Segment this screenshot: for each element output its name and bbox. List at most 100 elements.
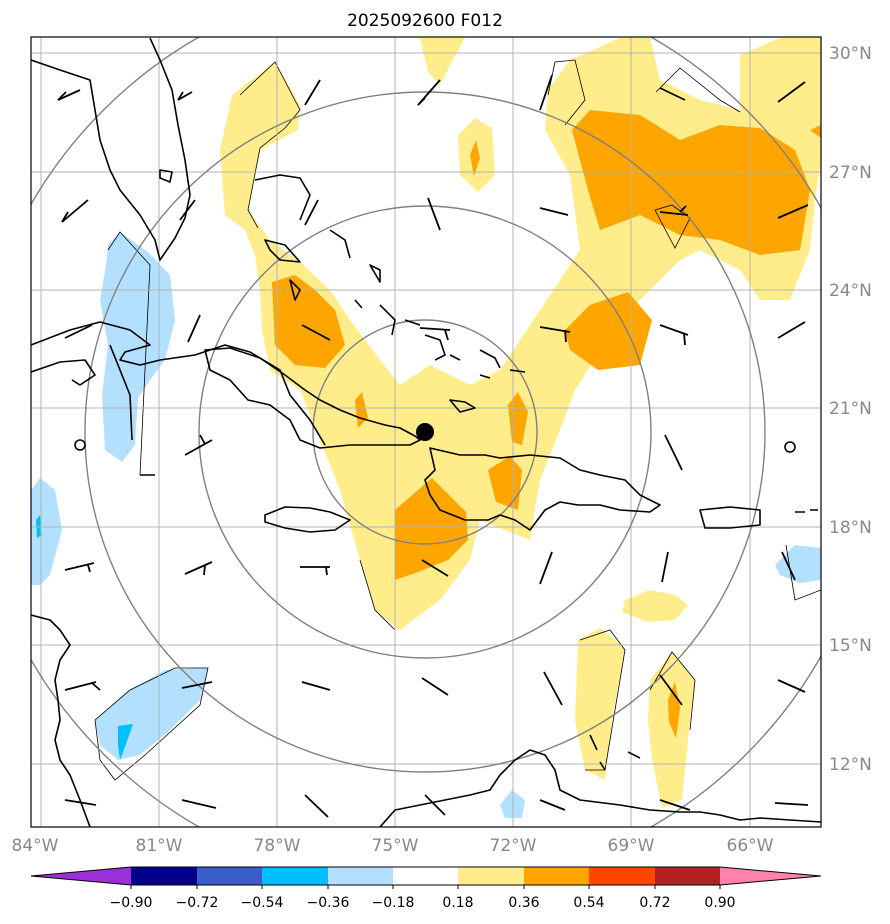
lon-label: 84°W: [12, 836, 59, 856]
range-rings: [31, 37, 821, 827]
wind-barb: [539, 551, 553, 585]
colorbar-segment: [393, 867, 458, 885]
wind-barb: [304, 794, 329, 818]
wind-barb: [304, 79, 321, 106]
colorbar-tick-label: 0.72: [639, 895, 670, 911]
contour-lines: [94, 59, 821, 781]
colorbar-tick-label: 0.36: [508, 895, 539, 911]
map-frame: [30, 36, 822, 828]
lat-labels: 30°N 27°N 24°N 21°N 18°N 15°N 12°N: [829, 44, 872, 775]
wind-barb: [301, 324, 331, 341]
lon-label: 78°W: [254, 836, 301, 856]
colorbar-segment: [589, 867, 655, 885]
wind-barbs: [57, 74, 809, 818]
lat-label: 24°N: [829, 281, 872, 301]
wind-barb: [777, 204, 809, 219]
wind-barb: [424, 794, 446, 816]
wind-barb: [57, 89, 81, 101]
wind-barb: [777, 679, 806, 693]
colorbar-extend-high: [720, 867, 821, 885]
colorbar-tick-label: 0.90: [704, 895, 735, 911]
map-panel: [30, 36, 822, 828]
colorbar-segment: [328, 867, 393, 885]
coast-central-america: [31, 614, 91, 827]
coastlines: [31, 37, 821, 827]
wind-barb: [664, 434, 683, 471]
wind-barb: [427, 197, 441, 231]
colorbar-segment: [524, 867, 589, 885]
wind-barb: [659, 87, 686, 101]
wind-barb: [659, 324, 689, 346]
lat-label: 15°N: [829, 636, 872, 656]
coast-florida: [31, 37, 191, 261]
colorbar-tick-label: −0.90: [110, 895, 153, 911]
lat-label: 21°N: [829, 399, 872, 419]
colorbar-ticks: [130, 885, 721, 889]
coast-south-america: [379, 749, 821, 827]
wind-barb: [539, 207, 569, 216]
colorbar-tick-label: −0.18: [372, 895, 415, 911]
wind-barb: [659, 205, 689, 216]
wind-barb: [184, 434, 213, 456]
wind-barb: [184, 561, 213, 576]
wind-barb: [781, 551, 796, 581]
coast-hispaniola: [424, 447, 661, 531]
lon-labels: 84°W 81°W 78°W 75°W 72°W 69°W 66°W: [12, 836, 774, 856]
wind-barb: [301, 681, 331, 691]
wind-barb: [421, 559, 449, 577]
coast-yucatan: [31, 344, 133, 441]
wind-barb: [61, 199, 89, 223]
wind-barb: [64, 562, 95, 573]
colorbar-tick-label: 0.54: [573, 895, 604, 911]
wind-barb: [181, 799, 217, 809]
colorbar-tick-label: 0.18: [442, 895, 473, 911]
lon-label: 66°W: [727, 836, 774, 856]
lon-label: 69°W: [608, 836, 655, 856]
wind-barb: [659, 674, 683, 706]
coast-gulf-mexico: [31, 321, 326, 446]
wind-barb: [300, 566, 330, 576]
lat-label: 18°N: [829, 518, 872, 538]
wind-barb: [187, 314, 201, 343]
wind-barb: [417, 79, 441, 106]
lat-label: 12°N: [829, 755, 872, 775]
colorbar-segment: [262, 867, 328, 885]
wind-barb: [421, 677, 449, 696]
colorbar-segment: [131, 867, 197, 885]
colorbar-extend-low: [31, 867, 131, 885]
wind-barb: [177, 91, 193, 101]
colorbar: −0.90 −0.72 −0.54 −0.36 −0.18 0.18 0.36 …: [30, 866, 822, 911]
wind-barb: [304, 199, 319, 226]
lat-label: 30°N: [829, 44, 872, 64]
colorbar-tick-label: −0.54: [241, 895, 284, 911]
lon-label: 75°W: [372, 836, 419, 856]
coast-small-islands: [74, 169, 818, 771]
wind-barb: [419, 327, 451, 341]
lon-label: 81°W: [136, 836, 183, 856]
wind-barb: [181, 681, 213, 689]
wind-barb: [659, 799, 691, 811]
wind-barb: [774, 802, 809, 806]
wind-barb: [539, 74, 553, 111]
wind-barb: [539, 326, 571, 343]
lon-label: 72°W: [490, 836, 537, 856]
map-title: 2025092600 F012: [347, 11, 503, 31]
coast-bahamas: [254, 174, 526, 413]
colorbar-segment: [655, 867, 720, 885]
colorbar-tick-label: −0.72: [176, 895, 219, 911]
wind-barb: [64, 799, 97, 806]
wind-barb: [661, 551, 669, 583]
wind-barb: [179, 199, 196, 221]
colorbar-segment: [458, 867, 524, 885]
coast-puerto-rico: [699, 506, 761, 529]
wind-barb: [64, 681, 101, 691]
colorbar-segment: [197, 867, 262, 885]
lat-label: 27°N: [829, 163, 872, 183]
wind-barb: [543, 671, 563, 706]
storm-center-marker: [416, 423, 434, 441]
coast-cuba: [204, 347, 421, 449]
coast-jamaica: [264, 506, 351, 533]
wind-barb: [64, 324, 93, 339]
wind-barb: [777, 321, 806, 339]
